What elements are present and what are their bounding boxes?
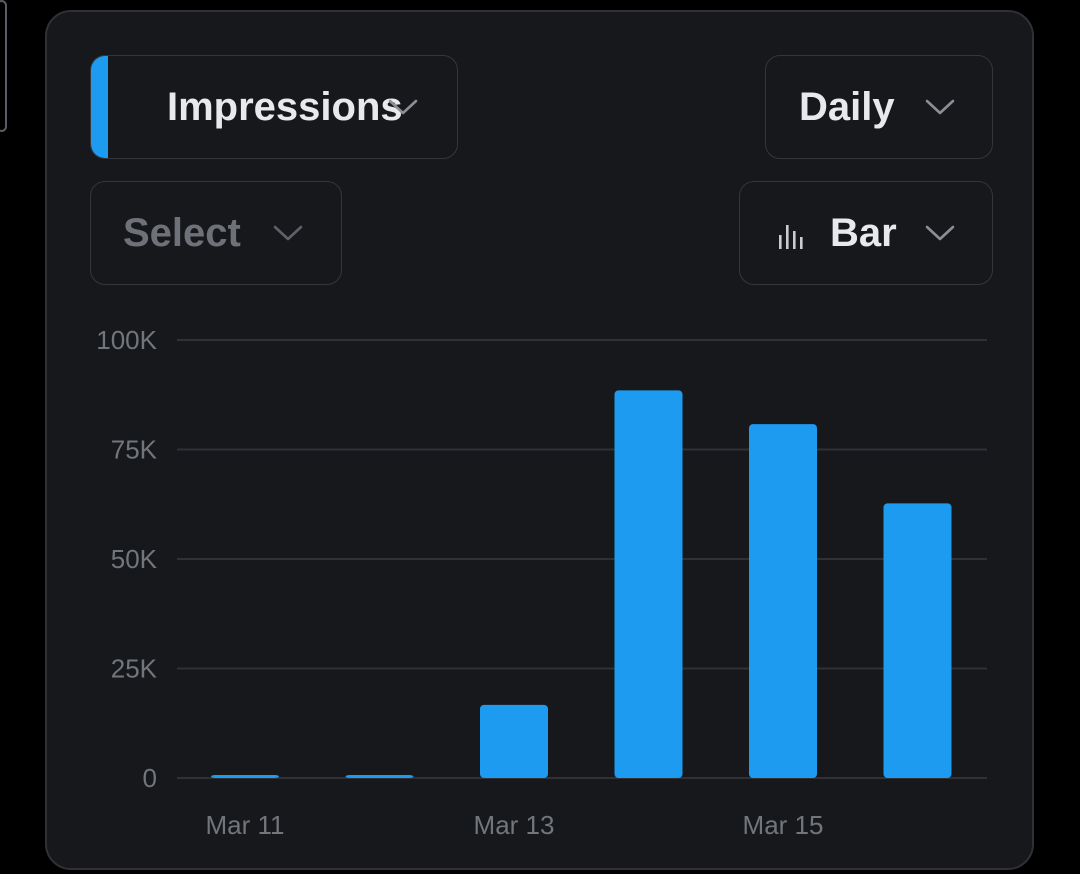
x-tick-label: Mar 13 (474, 810, 555, 840)
chevron-down-icon (388, 99, 418, 115)
y-tick-label: 0 (143, 763, 157, 793)
y-tick-label: 75K (111, 435, 158, 465)
chevron-down-icon (925, 99, 955, 115)
bar-mar-11 (211, 775, 279, 778)
edge-scroll-handle[interactable] (0, 0, 7, 132)
analytics-card: Impressions Daily Select Bar 0 25K 50K 75K 1… (45, 10, 1034, 870)
chevron-down-icon (273, 225, 303, 241)
bar-chart-icon (779, 225, 803, 249)
bar-mar-16 (883, 503, 952, 778)
x-tick-label: Mar 15 (743, 810, 824, 840)
bar-mar-12 (345, 775, 414, 778)
bar-mar-15 (749, 424, 817, 778)
metric-dropdown[interactable]: Impressions (90, 55, 458, 159)
y-tick-label: 50K (111, 544, 158, 574)
chart-type-dropdown[interactable]: Bar (739, 181, 993, 285)
metric-color-swatch (91, 56, 108, 158)
period-dropdown[interactable]: Daily (765, 55, 993, 159)
compare-metric-dropdown[interactable]: Select (90, 181, 342, 285)
compare-dropdown-placeholder: Select (123, 210, 241, 255)
impressions-bar-chart: 0 25K 50K 75K 100K Mar 11 Mar 13 Mar 15 (96, 325, 987, 840)
y-tick-label: 100K (96, 325, 157, 355)
chevron-down-icon (925, 225, 955, 241)
period-dropdown-label: Daily (799, 84, 895, 129)
y-tick-label: 25K (111, 654, 158, 684)
x-tick-label: Mar 11 (206, 810, 285, 840)
bar-mar-14 (614, 390, 683, 778)
metric-dropdown-label: Impressions (167, 84, 403, 129)
chart-type-dropdown-label: Bar (830, 210, 897, 255)
bar-mar-13 (480, 704, 548, 778)
